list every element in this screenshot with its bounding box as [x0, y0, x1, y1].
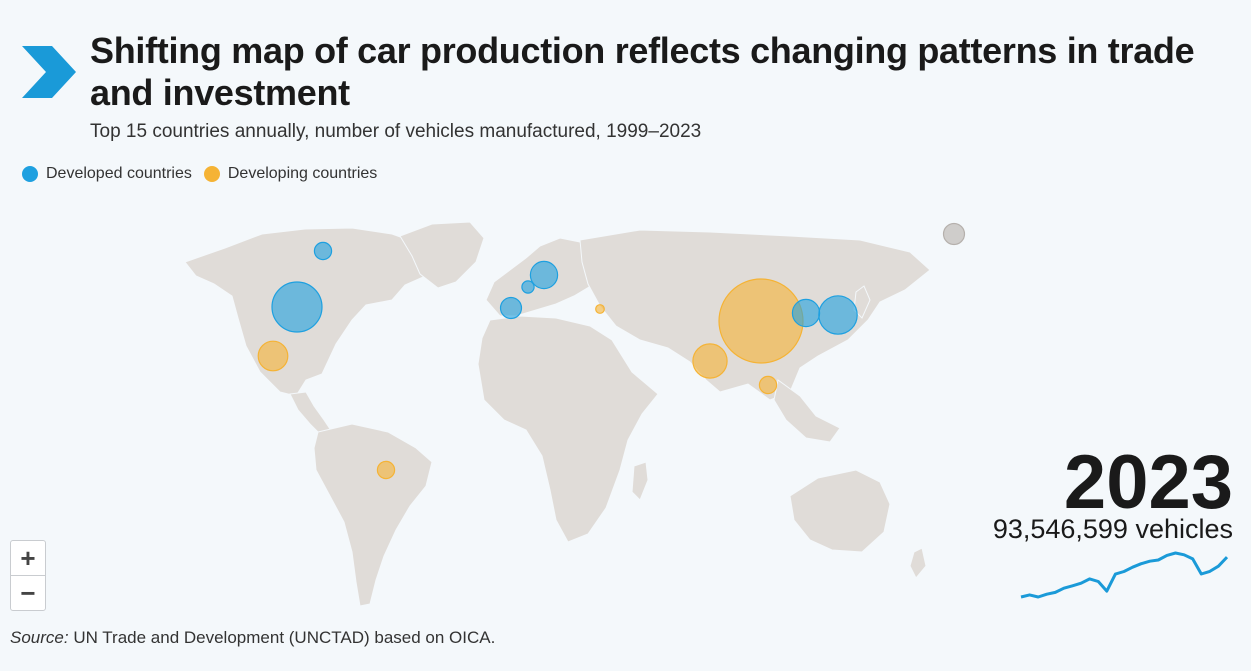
- source-note: Source: UN Trade and Development (UNCTAD…: [10, 628, 495, 648]
- land-southeast-asia: [773, 379, 841, 443]
- land-africa: [477, 315, 659, 543]
- world-map[interactable]: [0, 190, 1251, 620]
- bubble-turkey[interactable]: [595, 304, 605, 314]
- bubble-mexico[interactable]: [257, 340, 289, 372]
- vehicles-total: 93,546,599 vehicles: [992, 514, 1233, 544]
- year-display: 2023: [1063, 440, 1233, 525]
- land-australia: [789, 469, 891, 553]
- page-subtitle: Top 15 countries annually, number of veh…: [90, 121, 702, 142]
- legend-swatch-developing: [203, 166, 220, 182]
- bubble-usa[interactable]: [271, 281, 323, 333]
- zoom-in-button[interactable]: +: [20, 542, 36, 573]
- chevron-right-icon: [22, 46, 76, 98]
- land-central-america: [289, 391, 333, 437]
- zoom-control: + −: [10, 540, 46, 611]
- land-madagascar: [631, 461, 649, 501]
- bubble-germany[interactable]: [529, 260, 559, 290]
- bubble-china[interactable]: [718, 278, 804, 364]
- land-south-america: [313, 423, 433, 607]
- legend-label-developing: Developing countries: [227, 165, 378, 182]
- page-title: Shifting map of car production reflects …: [90, 30, 1195, 113]
- source-prefix: Source:: [10, 628, 69, 647]
- bubble-czechia[interactable]: [521, 280, 535, 294]
- land-greenland: [399, 221, 485, 289]
- bubble-thailand[interactable]: [758, 375, 778, 395]
- bubble-japan[interactable]: [818, 295, 858, 335]
- bubble-korea[interactable]: [791, 298, 821, 328]
- legend-item-developing[interactable]: Developing countries: [203, 165, 378, 183]
- bubble-brazil[interactable]: [376, 460, 396, 480]
- legend-item-developed[interactable]: Developed countries: [22, 165, 192, 183]
- bubble-india[interactable]: [692, 343, 728, 379]
- legend: Developed countries Developing countries: [22, 165, 377, 183]
- land-layer: [184, 221, 931, 607]
- bubble-spain[interactable]: [499, 296, 523, 320]
- legend-swatch-developed: [22, 166, 38, 182]
- bubble-canada[interactable]: [313, 241, 333, 261]
- production-sparkline: [1020, 551, 1229, 599]
- land-new-zealand: [909, 547, 927, 579]
- legend-label-developed: Developed countries: [46, 165, 192, 182]
- bubble-other-country[interactable]: [942, 222, 966, 246]
- zoom-out-button[interactable]: −: [11, 575, 45, 610]
- bubble-layer: [257, 222, 966, 480]
- sparkline-line: [1020, 551, 1229, 599]
- source-text: UN Trade and Development (UNCTAD) based …: [68, 628, 496, 647]
